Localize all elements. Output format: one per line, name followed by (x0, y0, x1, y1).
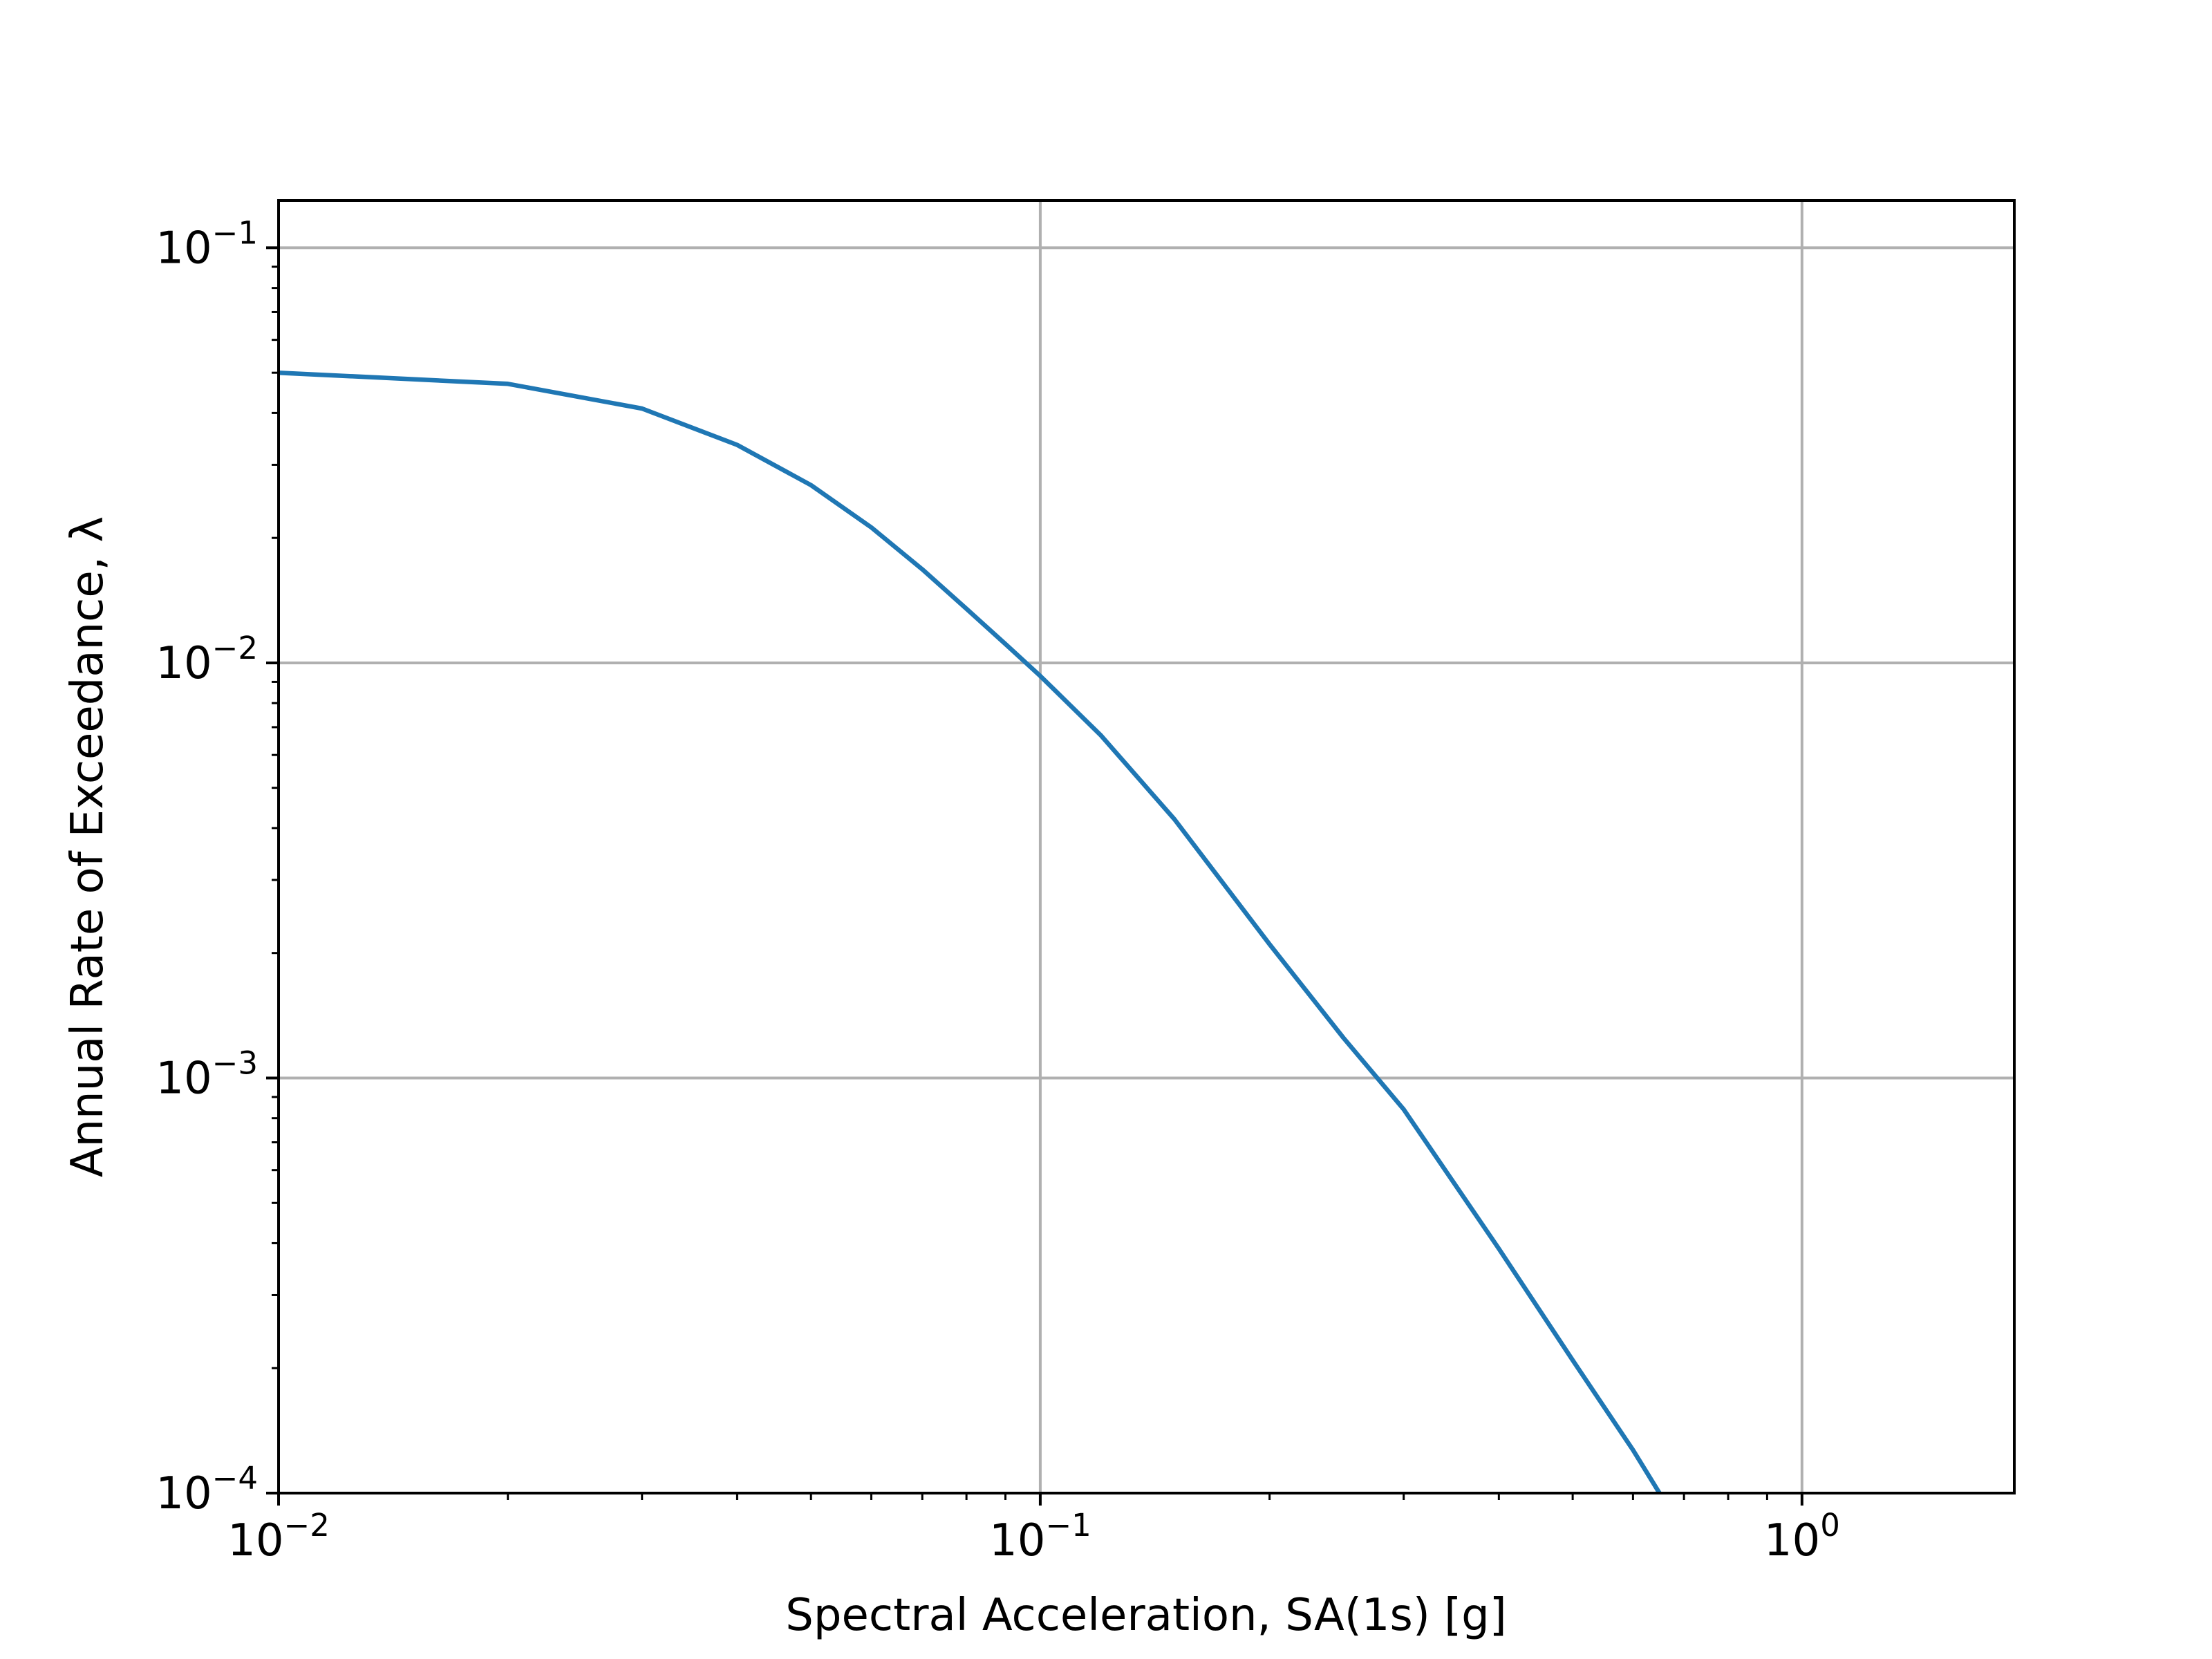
y-axis-label: Annual Rate of Exceedance, λ (62, 516, 113, 1178)
x-tick-label: 100 (1764, 1507, 1840, 1566)
hazard-curve-line (278, 370, 1662, 1494)
major-ticks (266, 246, 1803, 1506)
y-tick-label: 10−1 (156, 214, 258, 274)
y-tick-labels: 10−1 10−2 10−3 10−4 (156, 214, 258, 1519)
x-tick-labels: 10−2 10−1 100 (227, 1507, 1840, 1566)
plot-frame (277, 199, 2016, 1494)
y-tick-label: 10−2 (156, 630, 258, 689)
x-axis-label: Spectral Acceleration, SA(1s) [g] (785, 1590, 1506, 1641)
series-group (278, 370, 1662, 1494)
y-tick-label: 10−3 (156, 1044, 258, 1104)
x-tick-label: 10−2 (227, 1507, 330, 1566)
grid-lines (277, 200, 2014, 1494)
y-tick-label: 10−4 (156, 1460, 258, 1519)
x-tick-label: 10−1 (989, 1507, 1091, 1566)
